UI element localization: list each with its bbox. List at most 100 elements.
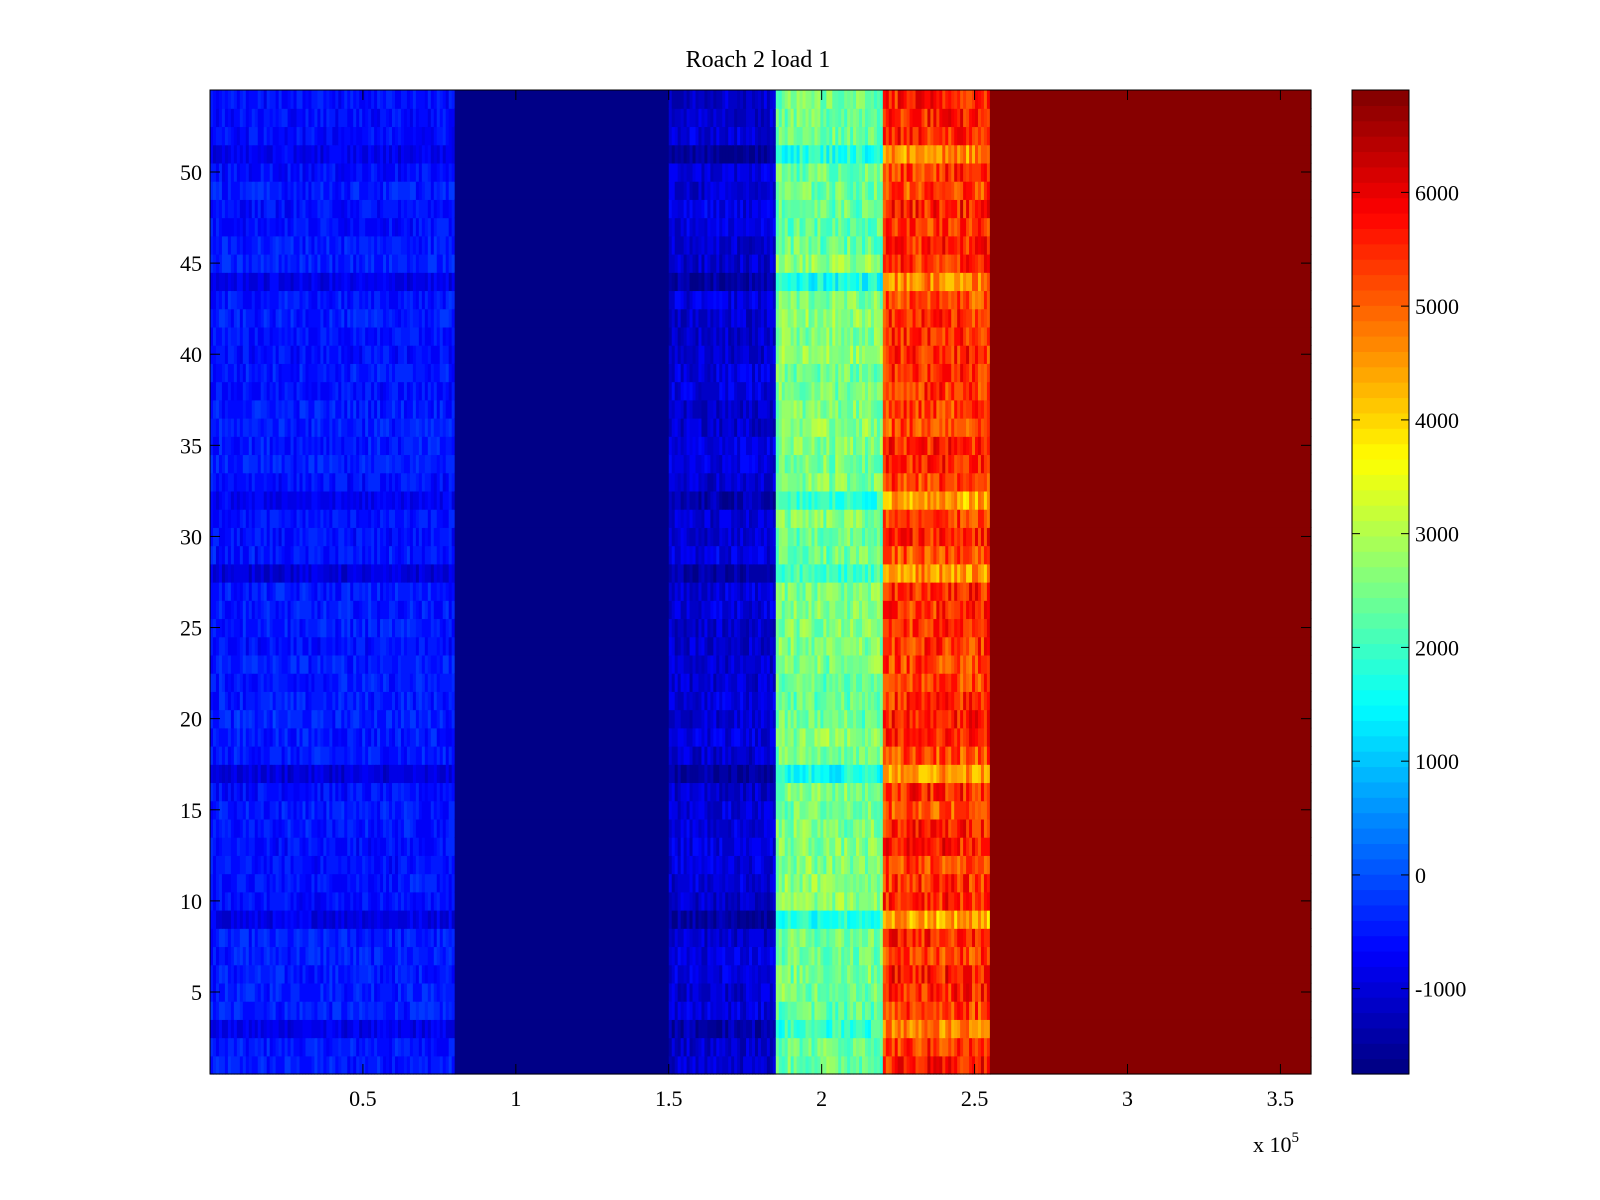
heatmap-cell <box>299 217 304 237</box>
heatmap-cell <box>737 1037 741 1057</box>
heatmap-cell <box>409 964 414 984</box>
heatmap-cell <box>380 764 384 784</box>
heatmap-cell <box>371 509 375 528</box>
heatmap-cell <box>332 1019 336 1039</box>
heatmap-cell <box>415 764 420 784</box>
heatmap-cell <box>374 746 378 765</box>
heatmap-cell <box>719 818 723 838</box>
heatmap-cell <box>350 946 354 966</box>
heatmap-cell <box>439 891 444 911</box>
heatmap-cell <box>251 1037 256 1057</box>
heatmap-cell <box>278 254 283 273</box>
heatmap-cell <box>680 928 685 948</box>
heatmap-cell <box>371 910 375 929</box>
heatmap-cell <box>424 181 429 200</box>
heatmap-cell <box>293 891 298 911</box>
heatmap-cell <box>392 509 396 528</box>
heatmap-cell <box>451 108 456 128</box>
heatmap-cell <box>311 563 316 583</box>
heatmap-cell <box>266 1019 271 1039</box>
heatmap-cell <box>451 527 456 547</box>
heatmap-cell <box>254 764 259 784</box>
heatmap-cell <box>308 490 313 510</box>
heatmap-cell <box>383 673 387 692</box>
heatmap-cell <box>218 636 223 656</box>
heatmap-cell <box>409 946 414 966</box>
heatmap-cell <box>245 891 250 911</box>
heatmap-cell <box>281 746 286 765</box>
heatmap-cell <box>332 381 336 401</box>
heatmap-cell <box>266 855 271 875</box>
heatmap-cell <box>347 891 351 911</box>
heatmap-cell <box>374 181 378 200</box>
heatmap-cell <box>377 326 381 346</box>
heatmap-cell <box>218 855 223 875</box>
heatmap-cell <box>403 618 408 638</box>
heatmap-cell <box>400 418 405 437</box>
heatmap-cell <box>359 709 363 729</box>
heatmap-cell <box>239 254 244 273</box>
heatmap-cell <box>284 436 289 456</box>
heatmap-cell <box>317 891 321 911</box>
heatmap-cell <box>448 108 453 128</box>
heatmap-cell <box>344 946 348 966</box>
heatmap-cell <box>236 982 241 1002</box>
heatmap-cell <box>722 1019 726 1039</box>
heatmap-cell <box>430 982 435 1002</box>
heatmap-cell <box>314 800 319 820</box>
heatmap-cell <box>224 199 229 219</box>
heatmap-cell <box>704 1019 708 1039</box>
heatmap-cell <box>686 837 691 856</box>
heatmap-cell <box>221 837 226 856</box>
heatmap-cell <box>406 910 411 929</box>
heatmap-cell <box>359 272 363 292</box>
heatmap-cell <box>224 964 229 984</box>
heatmap-cell <box>433 654 438 674</box>
heatmap-cell <box>338 490 342 510</box>
heatmap-cell <box>415 855 420 875</box>
heatmap-cell <box>350 472 354 492</box>
heatmap-cell <box>359 691 363 711</box>
heatmap-cell <box>230 1019 235 1039</box>
heatmap-cell <box>442 181 447 200</box>
heatmap-cell <box>266 308 271 328</box>
heatmap-cell <box>680 1019 685 1039</box>
heatmap-cell <box>323 144 327 164</box>
heatmap-cell <box>743 1037 747 1057</box>
heatmap-cell <box>406 326 411 346</box>
heatmap-cell <box>341 1001 345 1020</box>
heatmap-cell <box>454 1037 670 1057</box>
heatmap-cell <box>218 235 223 255</box>
heatmap-cell <box>380 126 384 146</box>
heatmap-cell <box>719 1019 723 1039</box>
heatmap-cell <box>314 946 319 966</box>
heatmap-cell <box>766 873 771 893</box>
heatmap-cell <box>269 1019 274 1039</box>
heatmap-cell <box>305 418 310 437</box>
heatmap-cell <box>743 982 747 1002</box>
heatmap-cell <box>392 891 396 911</box>
heatmap-cell <box>454 636 670 656</box>
heatmap-cell <box>344 235 348 255</box>
heatmap-cell <box>701 818 706 838</box>
heatmap-cell <box>287 254 292 273</box>
heatmap-cell <box>377 982 381 1002</box>
heatmap-cell <box>695 800 700 820</box>
heatmap-cell <box>677 1055 682 1075</box>
heatmap-cell <box>329 399 333 419</box>
heatmap-cell <box>257 891 262 911</box>
heatmap-cell <box>436 199 441 219</box>
heatmap-cell <box>317 818 321 838</box>
heatmap-cell <box>332 254 336 273</box>
heatmap-cell <box>377 691 381 711</box>
heatmap-cell <box>698 1001 703 1020</box>
heatmap-cell <box>386 1001 390 1020</box>
heatmap-cell <box>760 873 765 893</box>
heatmap-cell <box>287 545 292 565</box>
heatmap-cell <box>403 144 408 164</box>
heatmap-cell <box>230 837 235 856</box>
heatmap-cell <box>403 509 408 528</box>
heatmap-cell <box>329 1001 333 1020</box>
heatmap-cell <box>218 782 223 802</box>
heatmap-cell <box>299 891 304 911</box>
